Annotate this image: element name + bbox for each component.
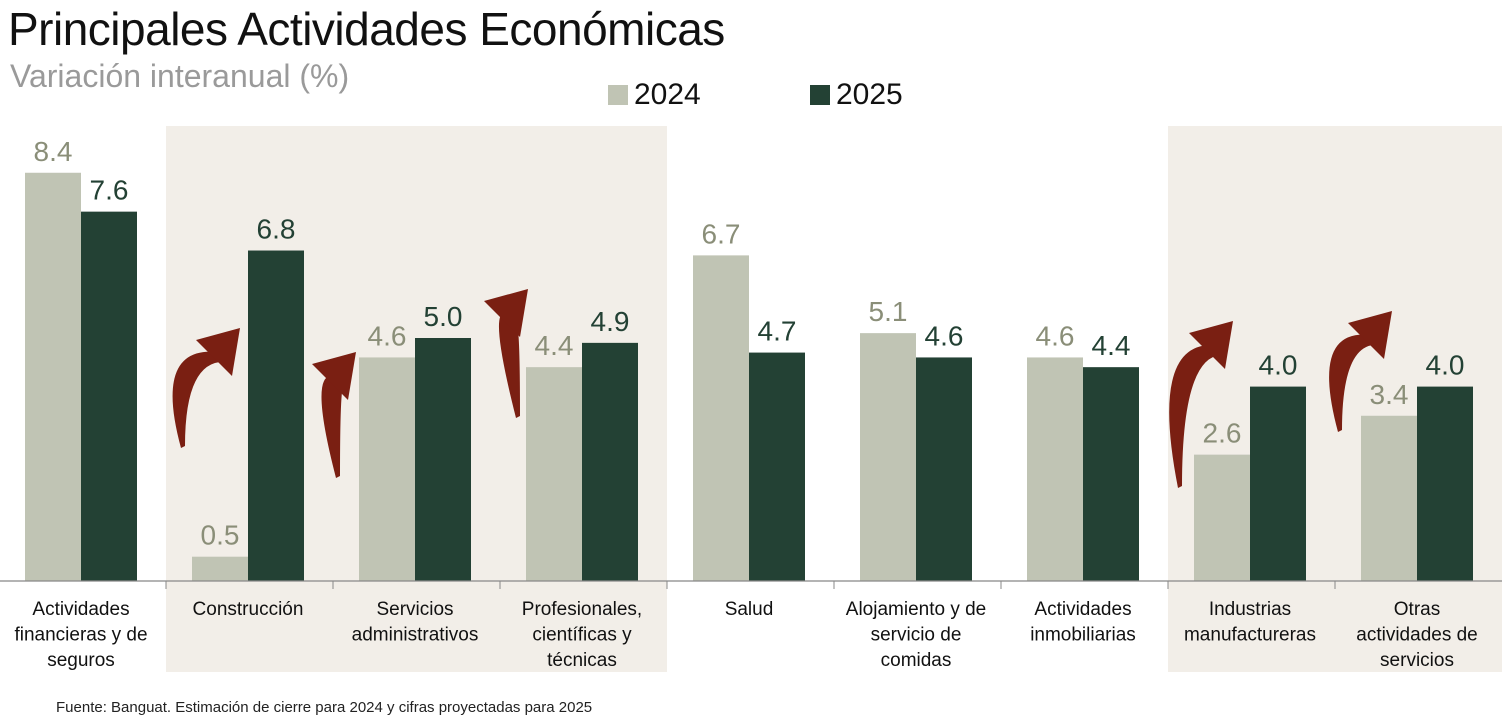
chart-title: Principales Actividades Económicas [8,3,725,55]
legend-swatch-2025 [810,85,830,105]
category-label-line: Alojamiento y de [846,599,986,620]
bar-2025-3 [582,342,638,581]
growth-arrow-construccion [172,328,240,448]
category-label-line: Actividades [1034,599,1131,620]
category-label-line: financieras y de [14,625,147,646]
growth-arrow-servicios-administrativos [312,352,356,478]
arrow-shaft [321,375,344,478]
category-label-line: servicios [1380,650,1454,671]
category-label-line: Actividades [32,599,129,620]
arrow-head [1189,321,1233,369]
bar-2025-7 [1250,386,1306,581]
arrow-head [196,328,240,376]
category-label-line: Otras [1394,599,1440,620]
bar-2025-2 [415,338,471,581]
growth-arrow-industrias [1169,321,1233,488]
data-label-2024-0: 8.4 [34,136,73,167]
category-label-2: Servicios administrativos [352,599,479,646]
data-label-2025-7: 4.0 [1259,350,1298,381]
category-label-line: inmobiliarias [1030,625,1136,646]
bar-chart: 8.4 0.5 4.6 4.4 6.7 5.1 4.6 2.6 3.4 7.6 6.8 5.0 4.9 4… [0,126,1502,672]
data-label-2025-6: 4.4 [1092,330,1131,361]
bar-2024-4 [693,255,749,581]
category-label-8: Otras actividades de servicios [1356,599,1477,671]
bar-2025-0 [81,211,137,581]
bar-2024-1 [192,556,248,581]
bar-2025-4 [749,352,805,581]
chart-subtitle: Variación interanual (%) [10,58,350,94]
data-label-2024-5: 5.1 [869,296,908,327]
data-label-2024-2: 4.6 [368,320,407,351]
category-label-line: científicas y [532,625,632,646]
bar-2024-7 [1194,454,1250,581]
category-label-7: Industrias manufactureras [1184,599,1316,646]
data-label-2024-3: 4.4 [535,330,574,361]
data-label-2024-7: 2.6 [1203,418,1242,449]
bar-2024-2 [359,357,415,581]
bar-2024-5 [860,333,916,581]
category-label-line: Industrias [1209,599,1291,620]
category-label-line: Servicios [376,599,453,620]
data-label-2025-8: 4.0 [1426,350,1465,381]
arrow-head [312,352,356,400]
category-label-line: manufactureras [1184,625,1316,646]
arrow-shaft [172,351,228,448]
category-label-line: administrativos [352,625,479,646]
arrow-shaft [1329,334,1380,432]
bar-2024-6 [1027,357,1083,581]
growth-arrow-profesionales [484,289,528,418]
category-label-1: Construcción [193,599,304,620]
data-label-2025-2: 5.0 [424,301,463,332]
data-label-2025-0: 7.6 [90,175,129,206]
growth-arrow-otras [1329,311,1392,432]
data-label-2025-5: 4.6 [925,320,964,351]
bar-2024-0 [25,172,81,581]
legend-item-2025: 2025 [810,78,903,112]
category-label-line: seguros [47,650,115,671]
data-label-2024-1: 0.5 [201,520,240,551]
category-label-line: servicio de [871,625,962,646]
category-label-3: Profesionales, científicas y técnicas [522,599,642,671]
legend-label-2024: 2024 [634,78,701,111]
category-label-line: Profesionales, [522,599,642,620]
category-label-line: Construcción [193,599,304,620]
data-label-2024-6: 4.6 [1036,320,1075,351]
arrow-head [484,289,528,337]
bar-2025-6 [1083,367,1139,581]
bar-2024-3 [526,367,582,581]
category-label-4: Salud [725,599,774,620]
legend-item-2024: 2024 [608,78,701,112]
category-label-line: técnicas [547,650,617,671]
data-label-2025-1: 6.8 [257,214,296,245]
category-label-6: Actividades inmobiliarias [1030,599,1136,646]
category-label-line: comidas [881,650,952,671]
legend-swatch-2024 [608,85,628,105]
bar-2025-8 [1417,386,1473,581]
category-label-line: actividades de [1356,625,1477,646]
arrow-shaft [1169,345,1221,488]
data-label-2024-4: 6.7 [702,218,741,249]
data-label-2025-3: 4.9 [591,306,630,337]
category-label-line: Salud [725,599,774,620]
bar-2025-5 [916,357,972,581]
data-label-2025-4: 4.7 [758,316,797,347]
source-note: Fuente: Banguat. Estimación de cierre pa… [56,699,593,716]
bar-2024-8 [1361,415,1417,581]
legend-label-2025: 2025 [836,78,903,111]
arrow-shaft [498,312,520,418]
category-label-5: Alojamiento y de servicio de comidas [846,599,986,671]
arrow-head [1348,311,1392,359]
data-label-2024-8: 3.4 [1370,379,1409,410]
bar-2025-1 [248,250,304,581]
category-label-0: Actividades financieras y de seguros [14,599,147,671]
